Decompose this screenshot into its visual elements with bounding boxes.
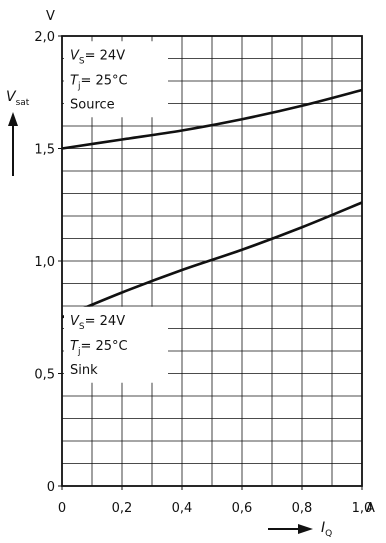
svg-text:IQ: IQ <box>321 520 332 539</box>
x-tick-label: 0,2 <box>112 501 133 516</box>
x-tick-label: 0,8 <box>292 501 313 516</box>
y-axis-label-main: V <box>6 89 17 105</box>
annotation-tj-sub: j <box>77 347 81 357</box>
annotation-vs-line: VS= 24V <box>70 314 125 332</box>
annotation-tj-sub: j <box>77 81 81 91</box>
annotation-vs-value: = 24V <box>85 48 126 63</box>
annotation-vs-symbol: V <box>70 48 80 63</box>
annotation-tj-line: Tj= 25°C <box>70 339 128 357</box>
y-tick-label: 1,0 <box>34 255 55 270</box>
tick-labels: 0 0,2 0,4 0,6 0,8 1,0 0 0,5 1,0 1,5 2,0 <box>34 30 372 516</box>
x-axis-label: IQ <box>268 520 332 539</box>
y-unit-label: V <box>46 9 55 24</box>
annotation-vs-sub: S <box>79 322 85 332</box>
annotation-tj-value: = 25°C <box>80 73 127 88</box>
annotation-tj-value: = 25°C <box>80 339 127 354</box>
annotation-source: VS= 24V Tj= 25°C Source <box>70 48 128 112</box>
y-axis-label: Vsat <box>6 89 30 176</box>
annotation-tj-symbol: T <box>70 339 79 354</box>
annotation-vs-line: VS= 24V <box>70 48 125 66</box>
y-tick-label: 0,5 <box>34 368 55 383</box>
y-axis-label-sub: sat <box>16 98 30 108</box>
annotation-tj-line: Tj= 25°C <box>70 73 128 91</box>
x-axis-arrowhead <box>298 524 313 534</box>
x-tick-label: 0,6 <box>232 501 253 516</box>
y-tick-label: 1,5 <box>34 143 55 158</box>
series-line-source <box>61 88 363 150</box>
annotation-background <box>64 306 168 383</box>
y-tick-label: 2,0 <box>34 30 55 45</box>
curves <box>61 88 363 319</box>
x-unit-label: A <box>366 501 375 516</box>
x-tick-label: 1,0 <box>352 501 373 516</box>
x-tick-label: 0,4 <box>172 501 193 516</box>
annotation-series-label: Sink <box>70 363 98 378</box>
annotation-vs-value: = 24V <box>85 314 126 329</box>
annotation-background <box>64 41 168 118</box>
annotation-vs-sub: S <box>79 56 85 66</box>
x-tick-label: 0 <box>58 501 66 516</box>
annotation-series-label: Source <box>70 97 115 112</box>
annotation-vs-symbol: V <box>70 314 80 329</box>
annotation-sink: VS= 24V Tj= 25°C Sink <box>70 314 128 378</box>
y-tick-label: 0 <box>47 480 55 495</box>
series-line-sink <box>61 201 363 319</box>
y-axis-arrowhead <box>8 112 18 126</box>
x-axis-label-sub: Q <box>325 529 332 539</box>
svg-text:Vsat: Vsat <box>6 89 30 108</box>
annotation-tj-symbol: T <box>70 73 79 88</box>
x-axis-label-main: I <box>321 520 325 536</box>
